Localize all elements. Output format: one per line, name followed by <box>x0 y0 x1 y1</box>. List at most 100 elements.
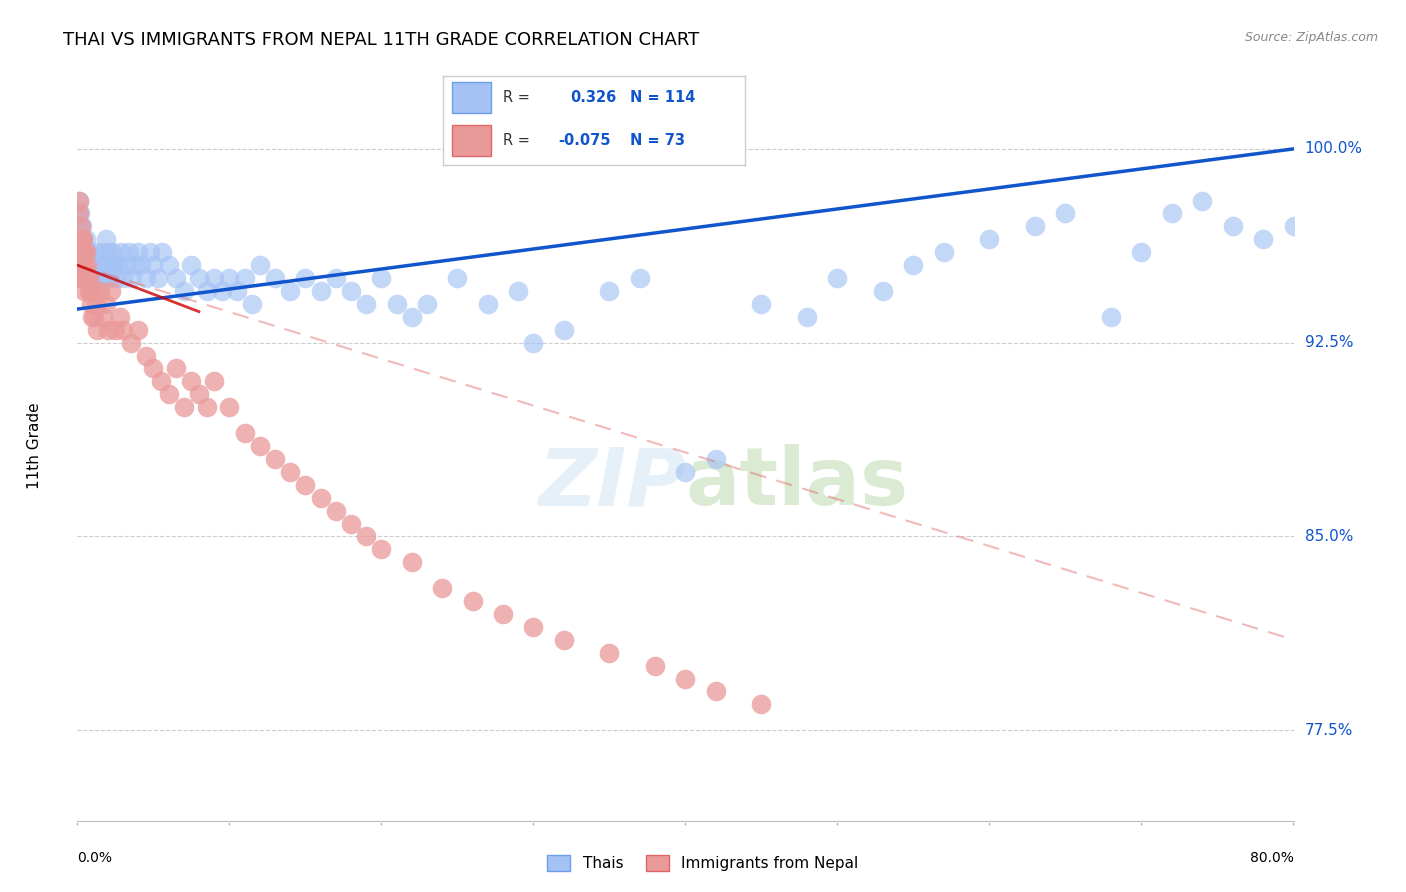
Point <box>97 271 120 285</box>
Point <box>76 258 98 272</box>
Text: atlas: atlas <box>686 444 908 523</box>
Text: 80.0%: 80.0% <box>1250 851 1294 865</box>
Point <box>1358 219 1381 234</box>
Point <box>430 581 453 595</box>
Point <box>70 245 93 260</box>
Point <box>477 297 499 311</box>
Point <box>67 219 90 234</box>
Point <box>354 529 377 543</box>
Text: ZIP: ZIP <box>538 444 686 523</box>
Point <box>264 451 287 466</box>
Point <box>325 503 347 517</box>
Point <box>340 284 363 298</box>
Point <box>101 245 124 260</box>
Point <box>173 401 195 415</box>
Point <box>1054 206 1077 220</box>
Point <box>704 451 727 466</box>
Point <box>72 258 94 272</box>
Point <box>69 232 91 246</box>
Point <box>202 271 225 285</box>
Point <box>69 245 91 260</box>
Point <box>135 349 157 363</box>
Point <box>628 271 651 285</box>
Point <box>79 271 101 285</box>
Point <box>67 232 90 246</box>
Point <box>67 245 90 260</box>
Point <box>1327 206 1350 220</box>
Point <box>675 672 697 686</box>
Point <box>240 297 263 311</box>
Point <box>195 401 218 415</box>
Point <box>932 245 955 260</box>
Point <box>96 297 118 311</box>
Point <box>644 658 666 673</box>
Point <box>67 194 90 208</box>
Point <box>69 258 91 272</box>
Point <box>67 194 90 208</box>
Point <box>1191 194 1213 208</box>
Point <box>553 323 575 337</box>
Point <box>294 477 316 491</box>
Point <box>492 607 515 621</box>
Point <box>218 271 240 285</box>
Point <box>104 323 127 337</box>
Point <box>1251 232 1274 246</box>
Point <box>180 375 202 389</box>
Point <box>80 310 103 324</box>
Point <box>104 271 127 285</box>
Point <box>77 245 100 260</box>
Point <box>79 245 101 260</box>
Text: R =: R = <box>503 133 530 147</box>
Point <box>675 465 697 479</box>
Point <box>84 245 107 260</box>
Point <box>98 245 121 260</box>
Point <box>340 516 363 531</box>
Point <box>70 232 93 246</box>
Point <box>75 245 97 260</box>
Text: Source: ZipAtlas.com: Source: ZipAtlas.com <box>1244 31 1378 45</box>
Point <box>86 323 108 337</box>
Point <box>73 284 96 298</box>
Point <box>108 310 131 324</box>
Point <box>115 258 138 272</box>
Point <box>73 245 96 260</box>
Point <box>80 297 103 311</box>
Point <box>598 284 620 298</box>
Point <box>69 206 91 220</box>
Point <box>70 219 93 234</box>
Point <box>142 258 165 272</box>
Point <box>76 258 98 272</box>
Point <box>354 297 377 311</box>
Point <box>72 245 94 260</box>
Point <box>1282 219 1305 234</box>
Point <box>107 258 129 272</box>
Point <box>135 271 157 285</box>
Point <box>100 284 122 298</box>
Point <box>87 271 110 285</box>
Point <box>73 245 96 260</box>
Text: N = 114: N = 114 <box>630 90 696 105</box>
Point <box>385 297 408 311</box>
Point <box>188 387 211 401</box>
Point <box>142 361 165 376</box>
Point <box>226 284 249 298</box>
Point <box>211 284 233 298</box>
Point <box>1024 219 1046 234</box>
Point <box>77 284 100 298</box>
Point <box>309 491 332 505</box>
Text: 100.0%: 100.0% <box>1305 141 1362 156</box>
Point <box>1099 310 1122 324</box>
Text: 77.5%: 77.5% <box>1305 723 1353 738</box>
Point <box>80 258 103 272</box>
Point <box>70 232 93 246</box>
Point <box>827 271 849 285</box>
Point <box>79 284 101 298</box>
Point <box>278 465 301 479</box>
Point <box>69 232 91 246</box>
Point <box>70 245 93 260</box>
Point <box>264 271 287 285</box>
Point <box>139 245 162 260</box>
Point <box>979 232 1001 246</box>
Point <box>100 258 122 272</box>
Point <box>446 271 468 285</box>
